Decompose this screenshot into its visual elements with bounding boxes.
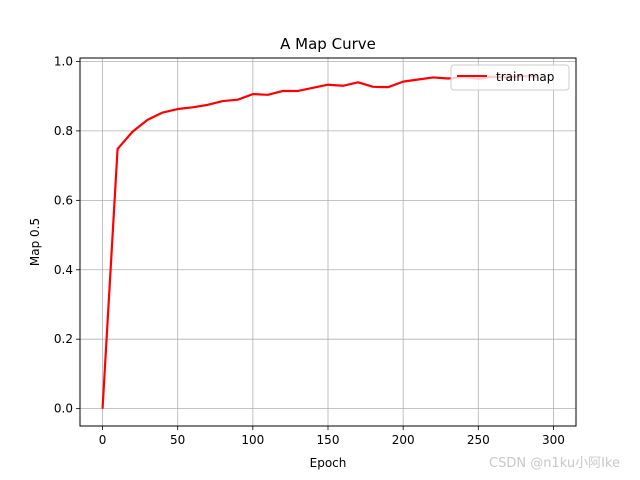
y-axis-label: Map 0.5 bbox=[28, 218, 42, 266]
x-tick-label: 300 bbox=[542, 433, 565, 447]
x-axis-label: Epoch bbox=[310, 456, 347, 470]
x-ticks: 0 50 100 150 200 250 300 bbox=[99, 426, 565, 447]
y-tick-label: 0.4 bbox=[54, 263, 73, 277]
y-tick-label: 1.0 bbox=[54, 54, 73, 68]
legend: train map bbox=[450, 64, 570, 91]
x-tick-label: 50 bbox=[170, 433, 185, 447]
x-tick-label: 200 bbox=[392, 433, 415, 447]
y-tick-label: 0.8 bbox=[54, 124, 73, 138]
series-lines bbox=[101, 74, 539, 409]
y-tick-label: 0.0 bbox=[54, 402, 73, 416]
legend-entry: train map bbox=[496, 70, 554, 84]
watermark: CSDN @n1ku小阿Ike bbox=[489, 456, 620, 471]
legend-box bbox=[450, 64, 570, 91]
x-tick-label: 250 bbox=[467, 433, 490, 447]
series-line-train-map bbox=[101, 74, 539, 409]
y-tick-label: 0.6 bbox=[54, 193, 73, 207]
x-tick-label: 150 bbox=[317, 433, 340, 447]
chart-title: A Map Curve bbox=[280, 35, 376, 53]
x-tick-label: 0 bbox=[99, 433, 107, 447]
y-tick-label: 0.2 bbox=[54, 332, 73, 346]
grid-lines bbox=[80, 58, 576, 426]
y-ticks: 0.0 0.2 0.4 0.6 0.8 1.0 bbox=[54, 54, 80, 416]
x-tick-label: 100 bbox=[241, 433, 264, 447]
